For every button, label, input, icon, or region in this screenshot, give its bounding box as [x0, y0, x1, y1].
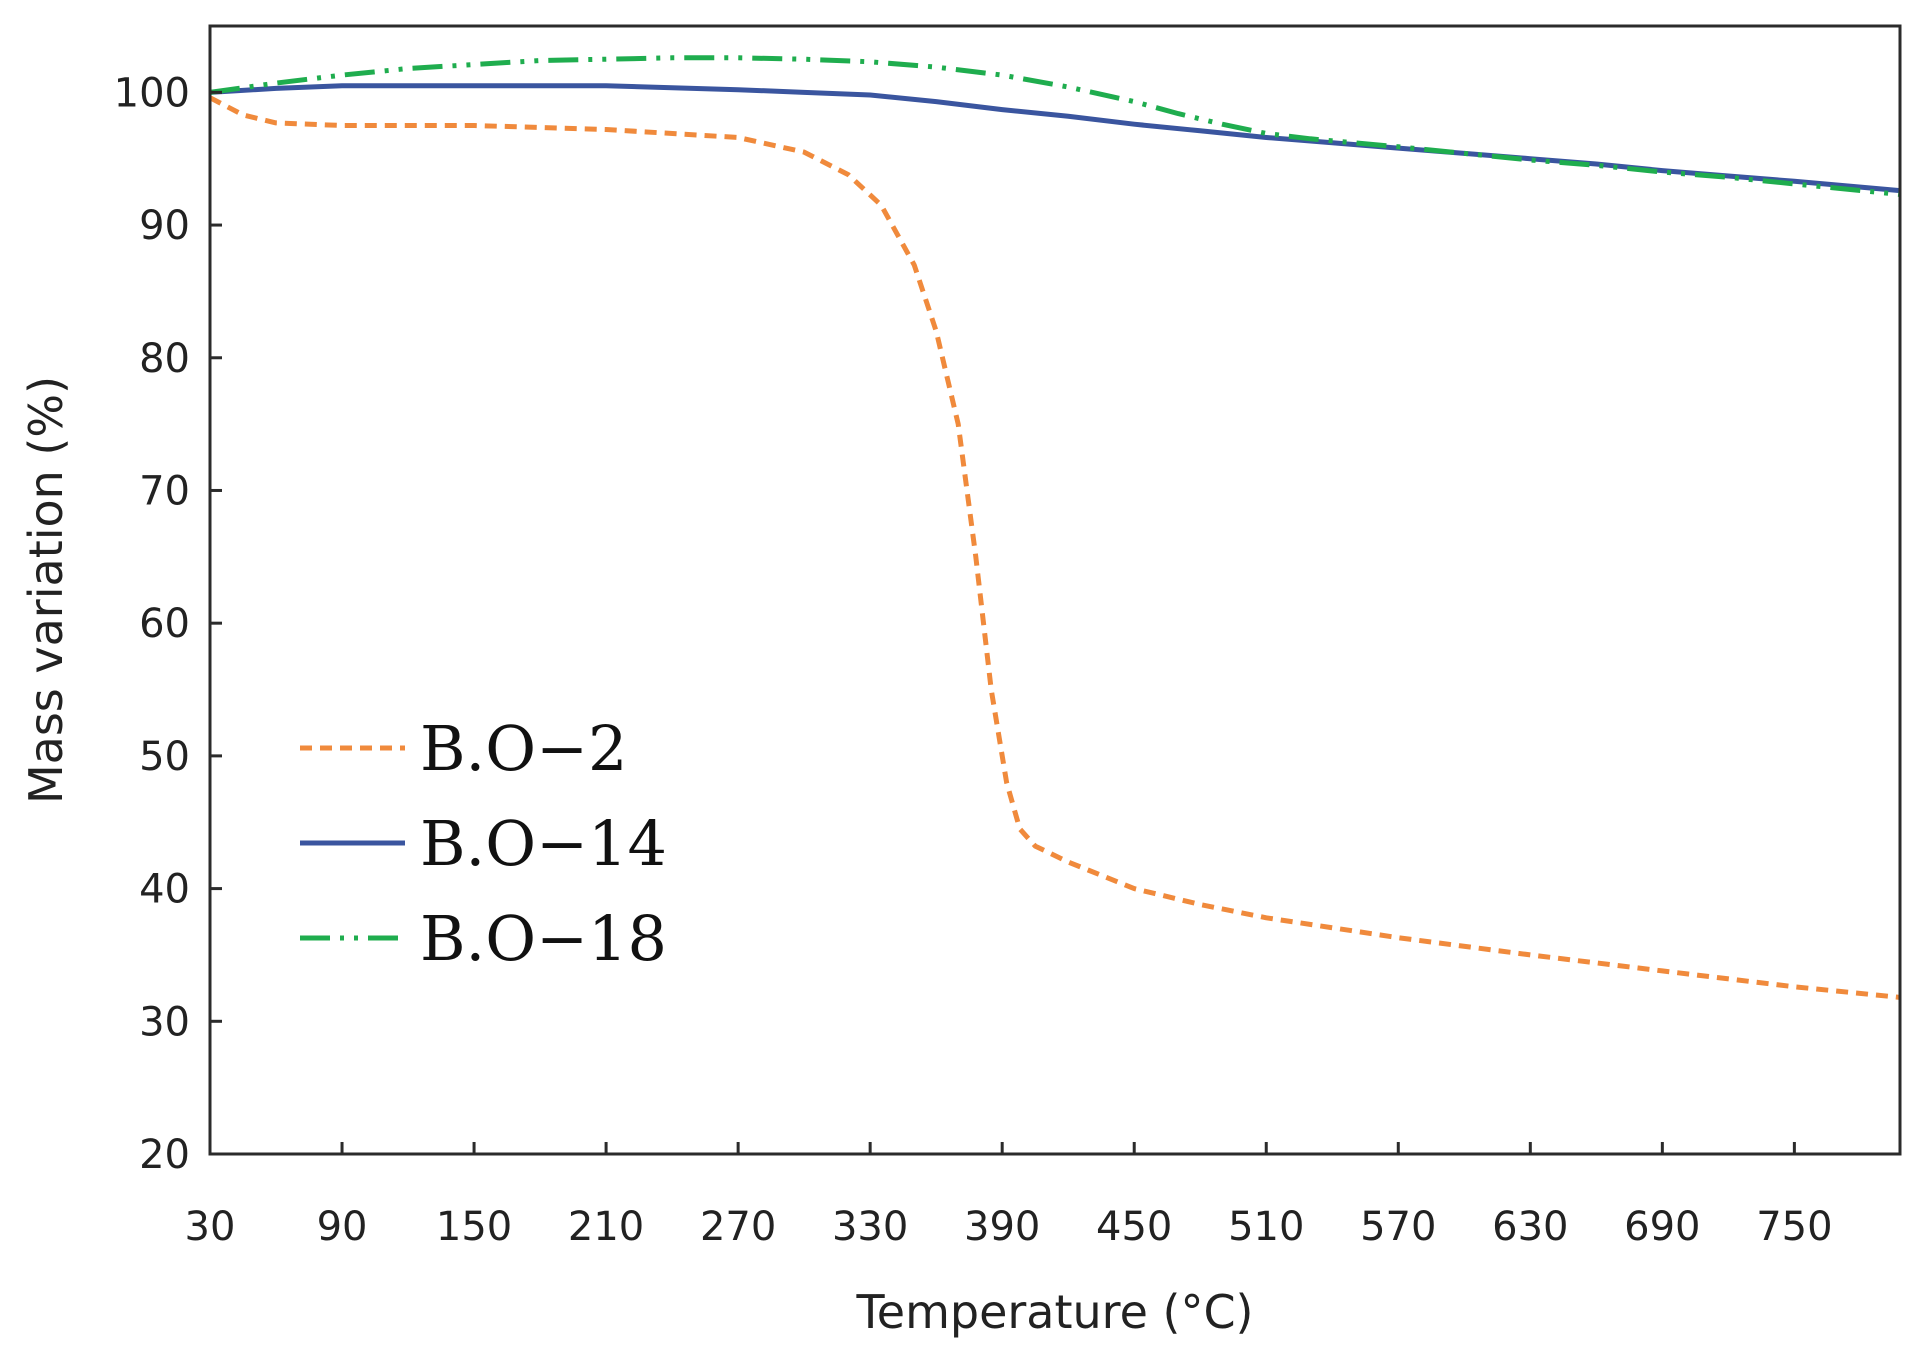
y-axis-title: Mass variation (%) — [19, 376, 73, 804]
legend-label-3: B.O−18 — [420, 902, 667, 975]
plot-background — [210, 26, 1900, 1154]
series-line-1 — [208, 95, 1901, 1000]
x-tick-label: 150 — [436, 1204, 512, 1250]
legend-label-2: B.O−14 — [420, 807, 667, 880]
y-tick-label: 90 — [139, 203, 190, 249]
y-tick-label: 50 — [139, 734, 190, 780]
y-tick-label: 40 — [139, 867, 190, 913]
x-tick-label: 270 — [700, 1204, 776, 1250]
x-axis-title: Temperature (°C) — [855, 1285, 1253, 1339]
x-tick-label: 690 — [1624, 1204, 1700, 1250]
legend: B.O−2 B.O−14 B.O−18 — [300, 712, 667, 975]
y-tick-label: 80 — [139, 336, 190, 382]
y-tick-label: 70 — [139, 468, 190, 514]
y-tick-label: 100 — [114, 70, 190, 116]
x-tick-label: 510 — [1228, 1204, 1304, 1250]
x-tick-label: 630 — [1492, 1204, 1568, 1250]
x-tick-label: 450 — [1096, 1204, 1172, 1250]
plot-frame — [208, 24, 1902, 1156]
x-tick-label: 390 — [964, 1204, 1040, 1250]
x-tick-label: 30 — [185, 1204, 236, 1250]
x-tick-label: 330 — [832, 1204, 908, 1250]
series-line-3 — [209, 55, 1901, 197]
y-tick-label: 20 — [139, 1132, 190, 1178]
x-tick-label: 90 — [317, 1204, 368, 1250]
axis-ticks: 30 90 150 210 270 330 390 450 510 570 630 690 750 20 3… — [114, 70, 1833, 1250]
x-tick-label: 570 — [1360, 1204, 1436, 1250]
chart-marks — [208, 55, 1901, 1000]
x-tick-label: 750 — [1756, 1204, 1832, 1250]
x-tick-label: 210 — [568, 1204, 644, 1250]
y-tick-label: 30 — [139, 999, 190, 1045]
legend-label-1: B.O−2 — [420, 712, 628, 785]
series-line-2 — [209, 83, 1901, 194]
y-tick-label: 60 — [139, 601, 190, 647]
